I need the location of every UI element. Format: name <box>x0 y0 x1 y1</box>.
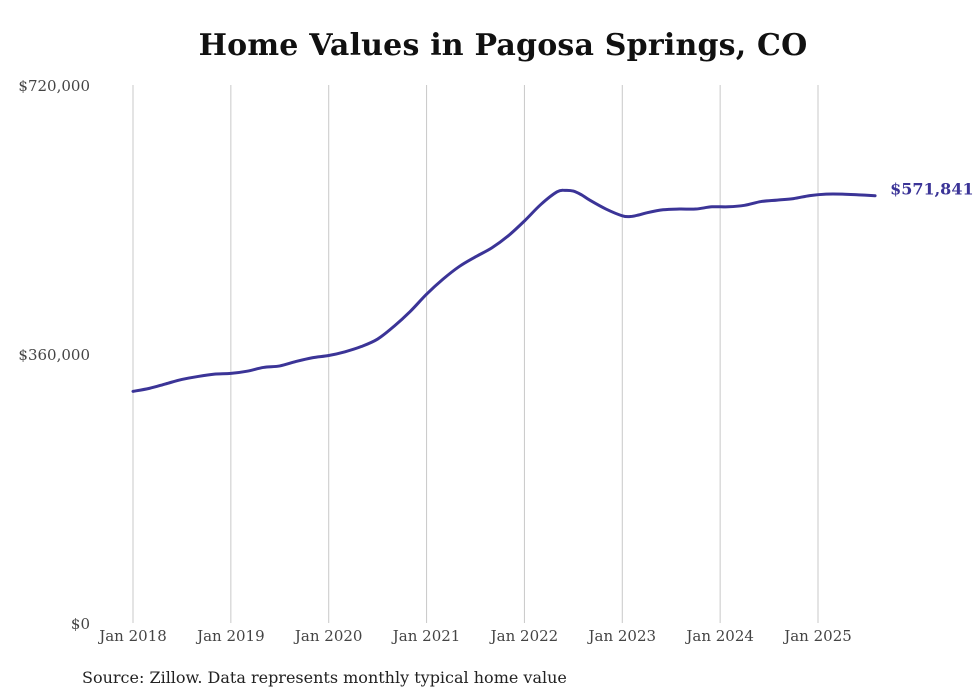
x-tick-label: Jan 2019 <box>195 627 265 645</box>
gridlines <box>132 85 819 623</box>
end-value-label: $571,841 <box>890 180 974 199</box>
x-tick-label: Jan 2020 <box>293 627 363 645</box>
x-tick-label: Jan 2018 <box>97 627 167 645</box>
source-note: Source: Zillow. Data represents monthly … <box>82 668 567 687</box>
x-tick-label: Jan 2024 <box>684 627 754 645</box>
x-tick-label: Jan 2022 <box>489 627 559 645</box>
y-tick-label: $720,000 <box>18 77 90 95</box>
x-tick-label: Jan 2023 <box>587 627 657 645</box>
chart-title: Home Values in Pagosa Springs, CO <box>198 28 808 63</box>
y-tick-label: $360,000 <box>18 346 90 364</box>
y-tick-label: $0 <box>71 615 90 633</box>
y-axis: $0 $360,000 $720,000 <box>18 77 90 633</box>
x-tick-label: Jan 2021 <box>391 627 461 645</box>
series-line-home-value <box>131 188 877 393</box>
x-tick-label: Jan 2025 <box>782 627 852 645</box>
x-axis: Jan 2018 Jan 2019 Jan 2020 Jan 2021 Jan 2022… <box>97 627 852 645</box>
